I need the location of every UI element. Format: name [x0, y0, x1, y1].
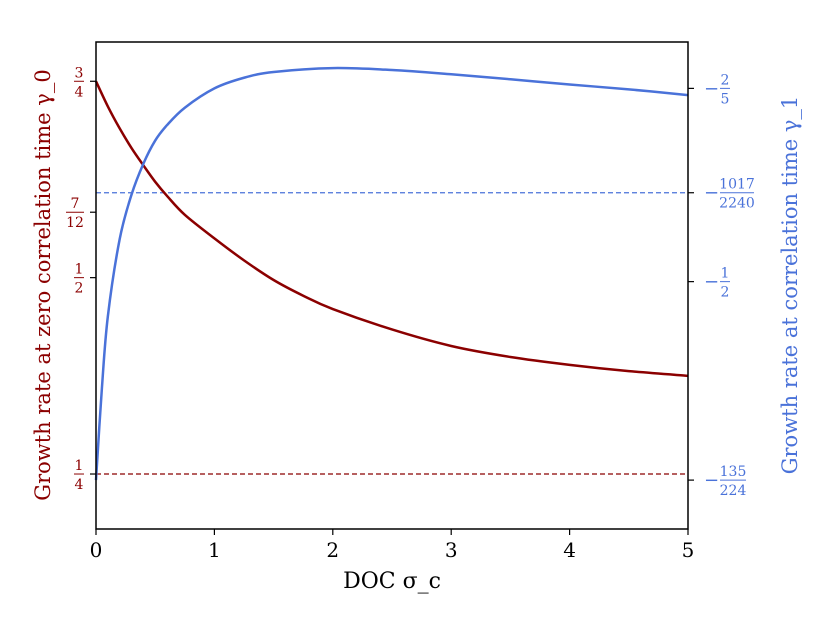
x-tick-label: 0	[90, 538, 103, 562]
right-axis-title: Growth rate at correlation time γ_1	[778, 96, 802, 475]
x-tick-label: 2	[326, 538, 339, 562]
right-tick-label-numerator: 1	[721, 266, 730, 282]
left-tick-label-numerator: 3	[75, 65, 84, 81]
left-tick-label-numerator: 1	[75, 262, 84, 278]
series-lines	[94, 66, 689, 481]
right-tick-label: 12	[720, 266, 730, 301]
right-tick-sign: −	[704, 272, 719, 293]
left-tick-label-numerator: 1	[75, 458, 84, 474]
x-axis-title: DOC σ_c	[343, 569, 441, 594]
x-axis-ticks: 0 1 2 3 4 5	[90, 529, 695, 562]
right-tick-label-numerator: 1017	[719, 177, 755, 193]
right-tick-label-numerator: 135	[720, 464, 747, 480]
left-tick-label-numerator: 7	[71, 196, 80, 212]
right-tick-label-denominator: 2240	[719, 196, 755, 212]
left-tick-label-denominator: 12	[66, 215, 84, 231]
reference-lines	[96, 192, 688, 475]
right-tick-sign: −	[704, 78, 719, 99]
gamma1-curve	[94, 66, 689, 481]
left-tick-label: 12	[74, 262, 84, 297]
left-axis-title: Growth rate at zero correlation time γ_0	[31, 69, 55, 500]
x-tick-label: 1	[208, 538, 221, 562]
left-tick-label: 34	[74, 65, 84, 100]
x-tick-label: 5	[682, 538, 695, 562]
left-tick-label-denominator: 4	[75, 84, 84, 100]
left-tick-label-denominator: 4	[75, 477, 84, 493]
right-tick-label: 25	[720, 72, 730, 107]
right-tick-sign: −	[704, 183, 719, 204]
right-tick-label-numerator: 2	[721, 72, 730, 88]
left-tick-label: 14	[74, 458, 84, 493]
x-tick-label: 4	[563, 538, 576, 562]
left-tick-label: 712	[66, 196, 84, 231]
right-tick-label: 1017 2240	[719, 177, 755, 212]
plot-frame	[95, 41, 689, 530]
right-tick-sign: −	[704, 470, 719, 491]
left-tick-label-denominator: 2	[75, 281, 84, 297]
right-tick-label-denominator: 5	[721, 91, 730, 107]
right-tick-label-denominator: 224	[720, 483, 747, 499]
right-tick-label-denominator: 2	[721, 285, 730, 301]
gamma0-curve	[94, 80, 689, 378]
x-tick-label: 3	[445, 538, 458, 562]
